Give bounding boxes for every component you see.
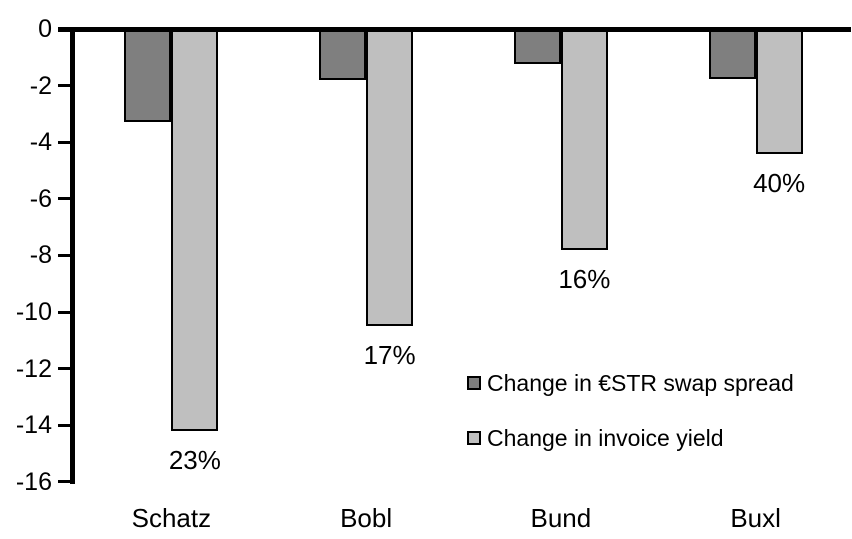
- x-category-label-bund: Bund: [530, 503, 592, 533]
- y-tick-mark: [58, 310, 70, 314]
- legend-item-swap-spread: Change in €STR swap spread: [467, 368, 794, 398]
- x-axis-line: [58, 26, 851, 32]
- legend-swatch-swap-spread-icon: [467, 376, 481, 390]
- y-tick-mark: [58, 140, 70, 144]
- y-tick-mark: [58, 367, 70, 371]
- bar-value-label-bobl: 17%: [363, 340, 416, 371]
- bar-schatz-invoice-yield: [171, 27, 219, 431]
- legend-item-invoice-yield: Change in invoice yield: [467, 423, 794, 453]
- y-tick-mark: [58, 253, 70, 257]
- y-tick-mark: [58, 84, 70, 88]
- bar-value-label-bund: 16%: [558, 263, 611, 294]
- y-tick-label: -12: [15, 354, 52, 383]
- bar-value-label-buxl: 40%: [753, 167, 806, 198]
- y-tick-label: -4: [29, 128, 52, 157]
- y-tick-label: 0: [38, 15, 52, 43]
- y-tick-mark: [58, 197, 70, 201]
- y-tick-mark: [58, 480, 70, 484]
- legend-label-invoice-yield: Change in invoice yield: [487, 424, 724, 451]
- bar-bobl-invoice-yield: [366, 27, 414, 327]
- y-tick-label: -10: [15, 298, 52, 326]
- y-tick-mark: [58, 423, 70, 427]
- legend-label-swap-spread: Change in €STR swap spread: [487, 369, 794, 396]
- bar-buxl-invoice-yield: [755, 27, 803, 154]
- x-category-label-bobl: Bobl: [340, 503, 393, 533]
- y-tick-label: -6: [29, 184, 52, 213]
- y-tick-label: -8: [29, 241, 52, 270]
- y-tick-label: -16: [15, 467, 52, 496]
- y-axis-line: [70, 26, 75, 484]
- bar-schatz-swap-spread: [124, 27, 172, 123]
- y-tick-label: -14: [15, 411, 52, 440]
- y-tick-label: -2: [29, 71, 52, 100]
- bar-bund-swap-spread: [513, 27, 561, 65]
- legend-swatch-invoice-yield-icon: [467, 431, 481, 445]
- bar-value-label-schatz: 23%: [168, 444, 221, 475]
- x-category-label-buxl: Buxl: [730, 503, 781, 533]
- x-category-label-schatz: Schatz: [131, 503, 212, 533]
- bar-buxl-swap-spread: [708, 27, 756, 79]
- legend: Change in €STR swap spread Change in inv…: [467, 368, 794, 478]
